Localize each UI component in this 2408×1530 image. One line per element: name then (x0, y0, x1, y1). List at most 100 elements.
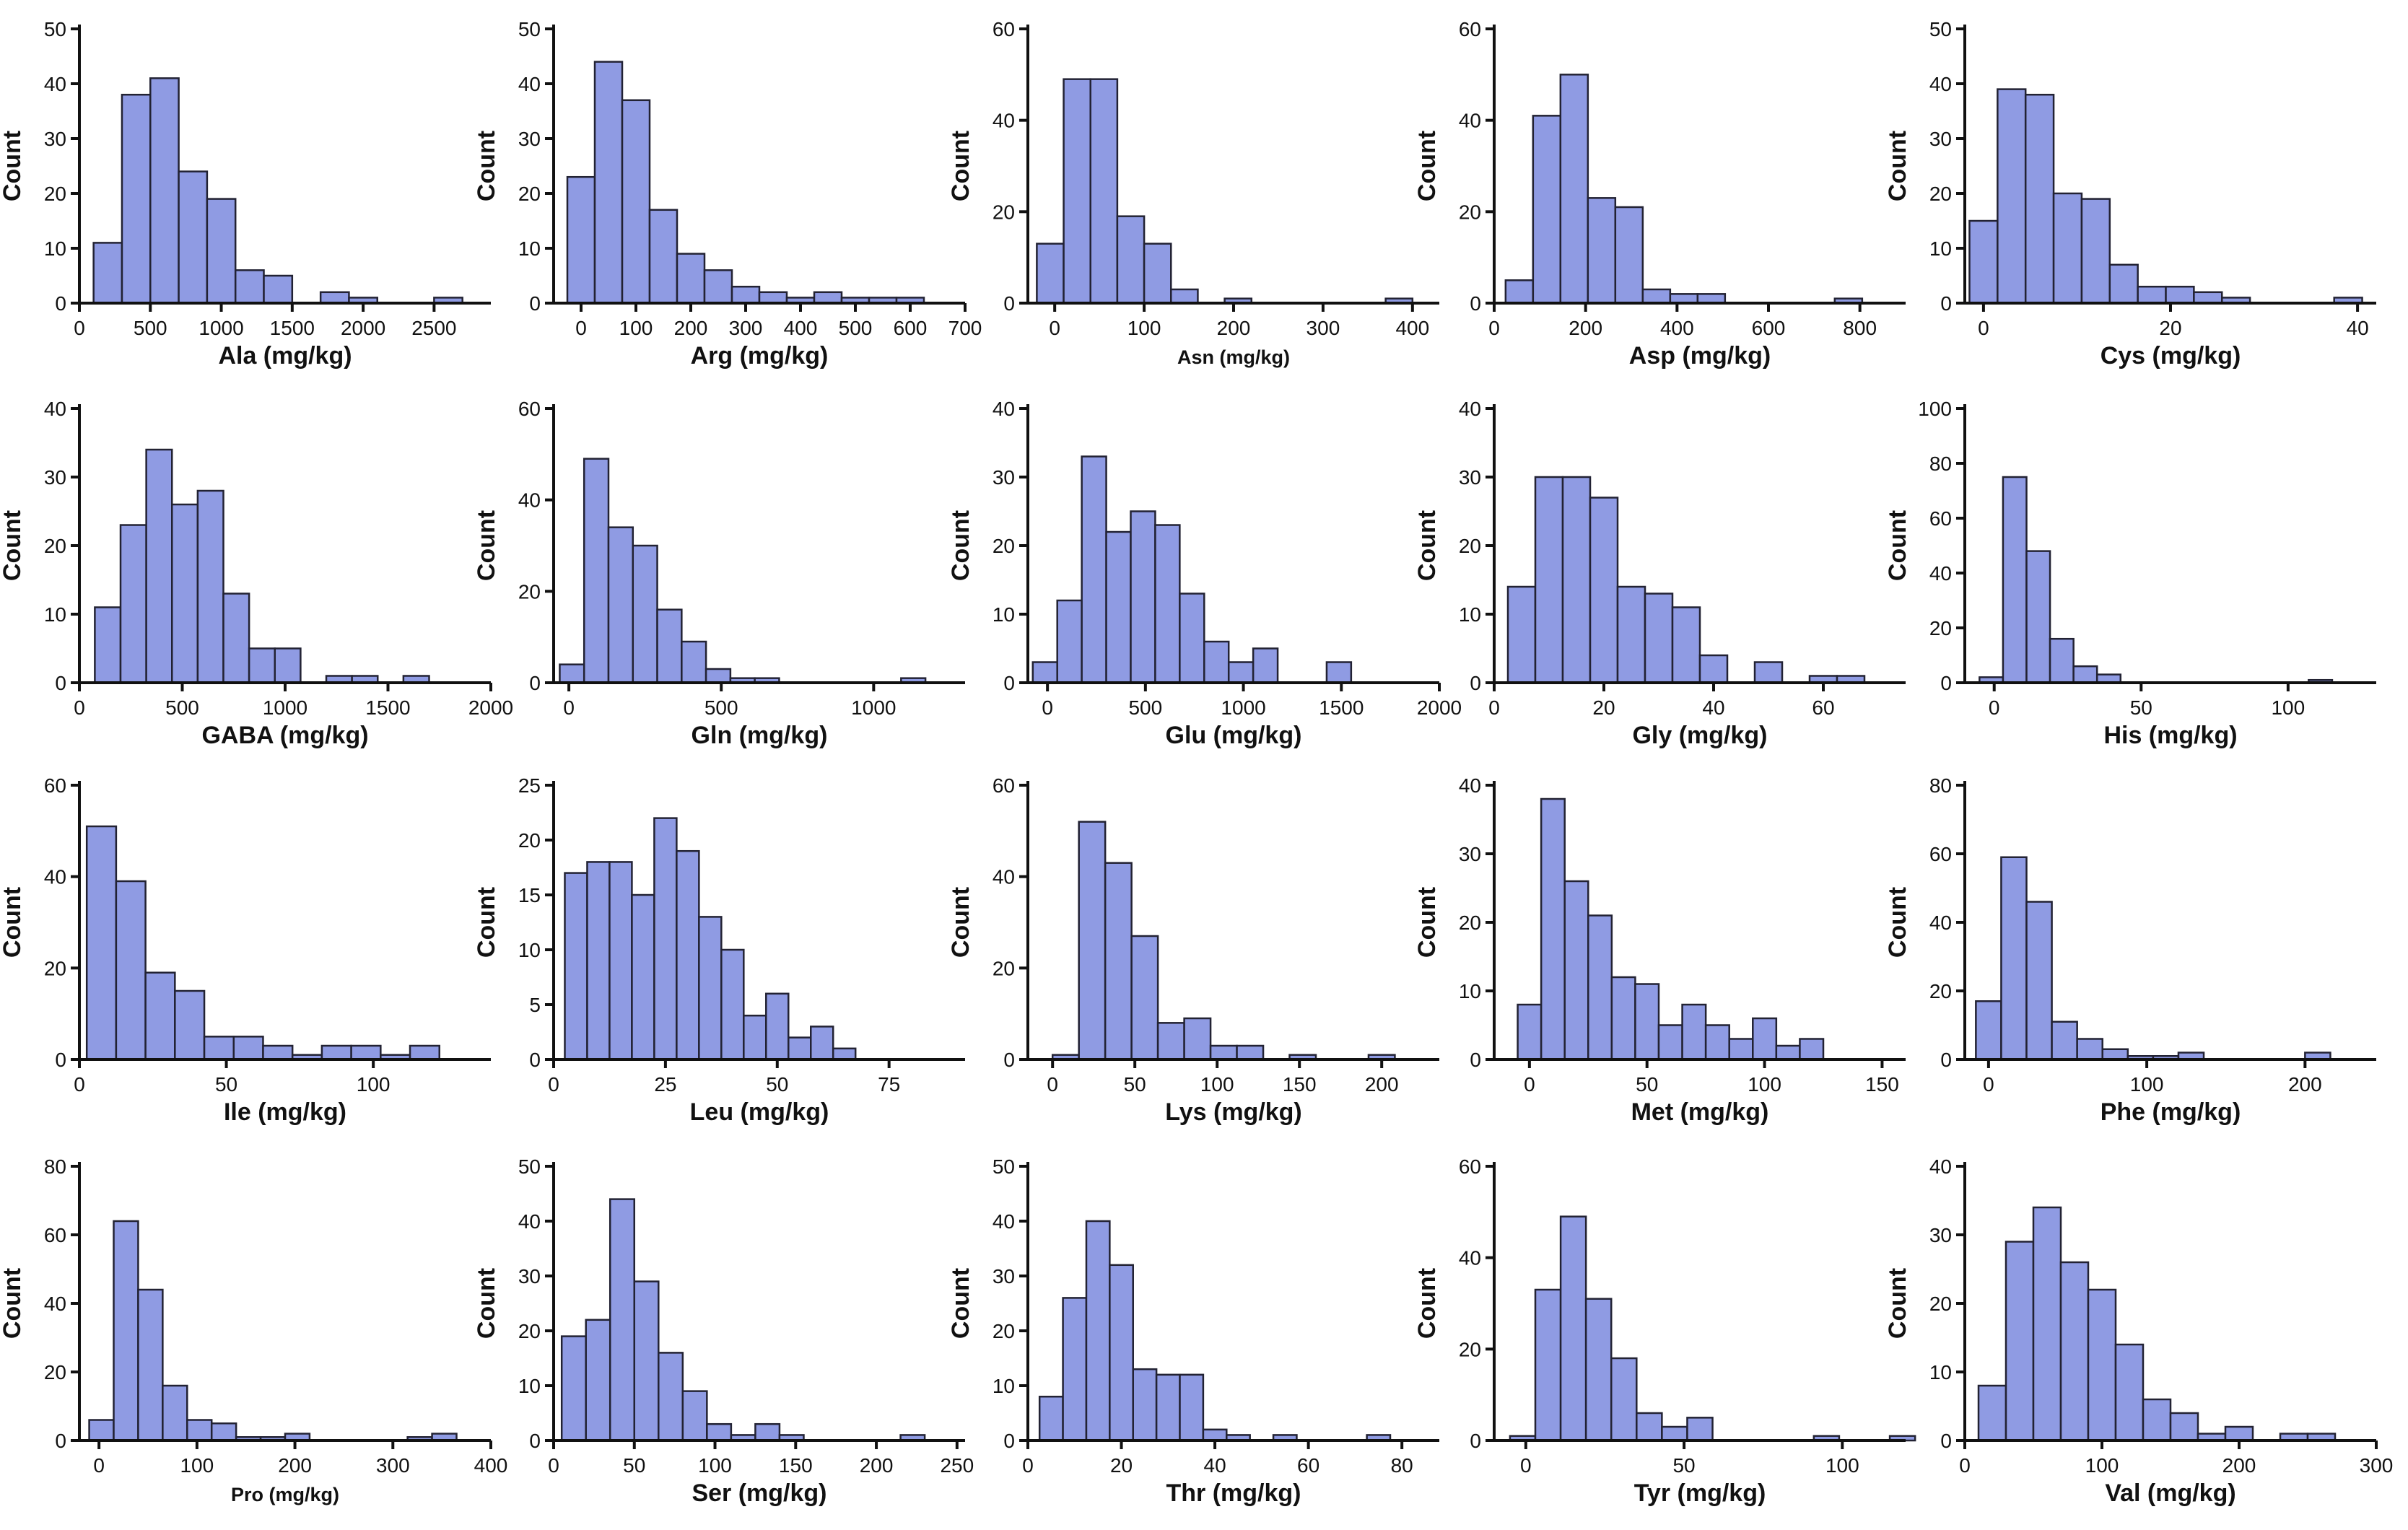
histogram-bar (1089, 78, 1119, 305)
histogram-bar (1534, 1288, 1562, 1442)
y-axis-label: Count (473, 1268, 500, 1339)
y-tick-label: 60 (44, 1224, 66, 1246)
y-tick-label: 20 (1459, 535, 1481, 557)
x-tick-label: 0 (74, 1073, 85, 1096)
x-tick-label: 100 (1200, 1073, 1234, 1096)
histogram-bar (1681, 1003, 1707, 1061)
x-tick-label: 500 (134, 317, 167, 339)
histogram-bar (222, 593, 250, 684)
y-axis-label: Count (0, 887, 26, 958)
histogram-bar (2025, 901, 2053, 1061)
histogram-bar (706, 1422, 733, 1442)
y-tick-label: 0 (1470, 292, 1481, 315)
histogram-gln: 0 20 40 60 0 500 1000 Gln (mg/kg) Count (473, 398, 965, 749)
histogram-bar (1644, 593, 1674, 684)
y-tick-label: 10 (1929, 1361, 1952, 1383)
x-tick-label: 2500 (411, 317, 456, 339)
histogram-bar (559, 663, 585, 684)
histogram-bar (115, 880, 147, 1061)
x-tick-label: 20 (1592, 696, 1615, 719)
y-tick-label: 20 (518, 183, 541, 205)
histogram-lys: 0 20 40 60 0 50 100 150 200 Lys (mg/kg) Count (947, 774, 1439, 1126)
x-axis-label: Leu (mg/kg) (690, 1098, 829, 1126)
histogram-ile: 0 20 40 60 0 50 100 Ile (mg/kg) Count (0, 774, 491, 1126)
histogram-bar (2193, 291, 2223, 305)
histogram-bar (1587, 197, 1617, 305)
x-axis-label: Pro (mg/kg) (231, 1484, 339, 1505)
histogram-bar (1038, 1395, 1064, 1442)
histogram-bar (585, 1319, 611, 1442)
histogram-bar (2052, 192, 2083, 305)
y-axis-label: Count (1884, 1268, 1911, 1339)
histogram-bar (1589, 497, 1619, 684)
y-tick-label: 20 (1459, 912, 1481, 934)
y-tick-label: 60 (993, 774, 1015, 797)
y-tick-label: 40 (1929, 562, 1952, 585)
histogram-bar (88, 1419, 115, 1442)
y-tick-label: 30 (1929, 1224, 1952, 1246)
y-axis-label: Count (1413, 131, 1441, 201)
x-axis-label: Met (mg/kg) (1631, 1098, 1769, 1126)
y-tick-label: 40 (44, 866, 66, 888)
histogram-bar (2005, 1241, 2035, 1442)
histogram-bar (1584, 1298, 1613, 1442)
histogram-bar (119, 524, 147, 684)
y-axis-label: Count (0, 510, 26, 581)
histogram-bar (1559, 74, 1589, 305)
histogram-bar (1325, 661, 1353, 684)
y-tick-label: 10 (1459, 980, 1481, 1002)
histogram-bar (648, 209, 679, 305)
y-tick-label: 60 (44, 774, 66, 797)
histogram-bar (1183, 1017, 1212, 1061)
x-tick-label: 20 (2159, 317, 2181, 339)
histogram-bar (263, 274, 294, 305)
x-tick-label: 0 (74, 696, 85, 719)
y-axis-label: Count (947, 887, 974, 958)
histogram-bar (2076, 1038, 2103, 1061)
histogram-bar (1081, 455, 1107, 684)
histogram-bar (1636, 1412, 1663, 1442)
histogram-glu: 0 10 20 30 40 0 500 1000 1500 2000 Glu (mg/kg) Coun… (947, 398, 1462, 749)
histogram-bar (560, 1335, 587, 1442)
histogram-bar (1671, 606, 1701, 684)
x-tick-label: 200 (2288, 1073, 2322, 1096)
y-tick-label: 30 (993, 1265, 1015, 1288)
x-tick-label: 100 (698, 1454, 732, 1477)
histogram-bar (1634, 983, 1660, 1061)
histogram-bar (681, 640, 707, 684)
histogram-gly: 0 10 20 30 40 0 20 40 60 Gly (mg/kg) Count (1413, 398, 1906, 749)
histogram-bar (121, 93, 152, 305)
histogram-bar (1056, 599, 1083, 684)
x-tick-label: 150 (1865, 1073, 1899, 1096)
y-axis-label: Count (473, 887, 500, 958)
x-tick-label: 2000 (468, 696, 513, 719)
y-tick-label: 0 (55, 1430, 66, 1452)
x-tick-label: 50 (2130, 696, 2152, 719)
x-tick-label: 2000 (1417, 696, 1462, 719)
x-tick-label: 300 (1306, 317, 1340, 339)
x-tick-label: 1000 (851, 696, 896, 719)
y-tick-label: 10 (1929, 237, 1952, 260)
x-axis-label: Ile (mg/kg) (224, 1098, 346, 1126)
histogram-bar (1170, 288, 1199, 305)
histogram-bar (621, 99, 651, 305)
x-tick-label: 400 (1660, 317, 1694, 339)
x-tick-label: 200 (278, 1454, 312, 1477)
histogram-bar (1116, 215, 1146, 305)
histogram-bar (1130, 510, 1156, 684)
x-tick-label: 0 (1520, 1454, 1532, 1477)
y-tick-label: 0 (1470, 672, 1481, 694)
histogram-bar (274, 647, 302, 684)
y-tick-label: 40 (993, 110, 1015, 132)
x-tick-label: 300 (729, 317, 763, 339)
histogram-bar (704, 668, 732, 684)
y-axis-label: Count (947, 1268, 974, 1339)
y-tick-label: 40 (1929, 1155, 1952, 1178)
histogram-bar (1202, 1428, 1228, 1442)
x-tick-label: 50 (215, 1073, 237, 1096)
x-tick-label: 0 (1049, 317, 1060, 339)
y-tick-label: 60 (1459, 1155, 1481, 1178)
x-axis-label: Gly (mg/kg) (1632, 722, 1767, 749)
histogram-bar (1752, 1017, 1778, 1061)
